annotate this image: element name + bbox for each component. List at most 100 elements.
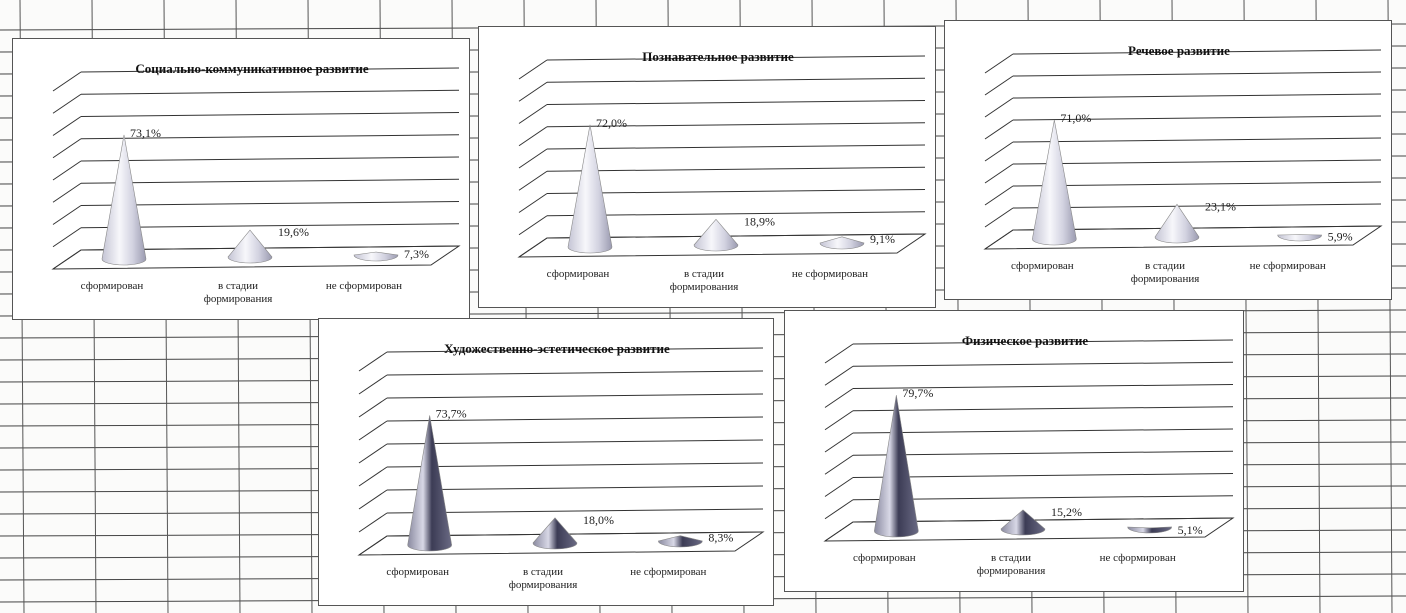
gridline bbox=[1012, 71, 1382, 77]
cone-mark bbox=[1277, 234, 1322, 242]
category-label: в стадии bbox=[523, 566, 563, 578]
chart-title: Физическое развитие bbox=[962, 333, 1089, 348]
chart-floor bbox=[983, 225, 1383, 250]
side-wall-line bbox=[518, 193, 548, 213]
category-label: формирования bbox=[670, 281, 739, 293]
category-label: в стадии bbox=[991, 552, 1031, 564]
cone-mark bbox=[819, 236, 865, 250]
category-label: не сформирован bbox=[792, 268, 868, 280]
side-wall-line bbox=[518, 81, 548, 102]
data-label: 72,0% bbox=[596, 116, 627, 130]
chart-svg-social: Социально-коммуникативное развитие 73,1% с… bbox=[51, 61, 461, 305]
gridline bbox=[1012, 115, 1382, 121]
side-wall-line bbox=[52, 227, 82, 248]
chart-svg-speech: Речевое развитие 71,0% сформирован 23,1% в с… bbox=[983, 43, 1383, 285]
side-wall-line bbox=[984, 207, 1014, 228]
side-wall-line bbox=[358, 489, 388, 510]
side-wall-line bbox=[824, 454, 854, 475]
gridline bbox=[546, 100, 926, 105]
side-wall-line bbox=[518, 126, 548, 147]
side-wall-line bbox=[518, 104, 548, 124]
side-wall-line bbox=[52, 71, 82, 92]
gridline bbox=[386, 393, 764, 399]
gridline bbox=[386, 370, 764, 376]
cone-mark bbox=[532, 517, 578, 550]
gridline bbox=[546, 144, 926, 150]
category-label: сформирован bbox=[1011, 260, 1074, 272]
side-wall-line bbox=[824, 499, 854, 520]
side-wall-line bbox=[52, 138, 82, 159]
gridline bbox=[546, 122, 926, 128]
category-label: не сформирован bbox=[1100, 552, 1176, 564]
side-wall-line bbox=[824, 343, 854, 364]
side-wall-line bbox=[824, 432, 854, 453]
chart-title: Познавательное развитие bbox=[642, 49, 794, 64]
chart-floor bbox=[51, 245, 461, 270]
data-label: 5,1% bbox=[1178, 523, 1203, 537]
gridline bbox=[80, 134, 460, 140]
gridline bbox=[386, 462, 764, 468]
gridline bbox=[546, 55, 926, 61]
gridline bbox=[546, 166, 926, 172]
data-label: 73,7% bbox=[436, 406, 467, 420]
data-label: 18,0% bbox=[583, 513, 614, 527]
chart-floor bbox=[357, 531, 765, 556]
side-wall-line bbox=[984, 53, 1014, 74]
category-label: не сформирован bbox=[630, 566, 706, 578]
gridline bbox=[852, 450, 1234, 456]
gridline bbox=[80, 112, 460, 117]
gridline bbox=[80, 67, 460, 73]
gridline bbox=[1012, 137, 1382, 143]
chart-floor bbox=[517, 233, 927, 258]
gridline bbox=[852, 428, 1234, 434]
gridline bbox=[1012, 181, 1382, 187]
side-wall-line bbox=[52, 182, 82, 203]
side-wall-line bbox=[518, 59, 548, 80]
category-label: сформирован bbox=[547, 268, 610, 280]
side-wall-line bbox=[518, 170, 548, 191]
chart-panel-social: Социально-коммуникативное развитие 73,1% с… bbox=[12, 38, 470, 320]
chart-floor bbox=[823, 517, 1235, 542]
side-wall-line bbox=[824, 477, 854, 497]
gridline bbox=[80, 156, 460, 162]
category-label: формирования bbox=[509, 579, 578, 591]
gridline bbox=[852, 361, 1234, 367]
data-label: 18,9% bbox=[744, 214, 775, 228]
data-label: 9,1% bbox=[870, 232, 895, 246]
chart-panel-physical: Физическое развитие 79,7% сформирован 15,2%… bbox=[784, 310, 1244, 592]
cone-mark bbox=[1032, 119, 1077, 246]
gridline bbox=[1012, 49, 1382, 55]
side-wall-line bbox=[358, 443, 388, 464]
category-label: формирования bbox=[977, 565, 1046, 577]
data-label: 23,1% bbox=[1205, 199, 1236, 213]
gridline bbox=[386, 485, 764, 491]
chart-title: Речевое развитие bbox=[1128, 43, 1230, 58]
data-label: 8,3% bbox=[708, 531, 733, 545]
gridline bbox=[386, 416, 764, 422]
chart-panel-artistic: Художественно-эстетическое развитие 73,7%… bbox=[318, 318, 774, 606]
chart-svg-cognitive: Познавательное развитие 72,0% сформирован 1… bbox=[517, 49, 927, 293]
gridline bbox=[1012, 93, 1382, 99]
chart-panel-cognitive: Познавательное развитие 72,0% сформирован 1… bbox=[478, 26, 936, 308]
side-wall-line bbox=[358, 397, 388, 418]
side-wall-line bbox=[824, 410, 854, 431]
gridline bbox=[80, 201, 460, 206]
side-wall-line bbox=[358, 512, 388, 533]
cone-mark bbox=[567, 124, 613, 254]
cone-mark bbox=[1127, 526, 1172, 534]
data-label: 71,0% bbox=[1060, 111, 1091, 125]
side-wall-line bbox=[824, 365, 854, 386]
gridline bbox=[80, 89, 460, 95]
side-wall-line bbox=[984, 97, 1014, 118]
category-label: сформирован bbox=[386, 566, 449, 578]
data-label: 19,6% bbox=[278, 225, 309, 239]
cone-mark bbox=[353, 251, 399, 262]
data-label: 7,3% bbox=[404, 247, 429, 261]
chart-title: Социально-коммуникативное развитие bbox=[135, 61, 368, 76]
cone-mark bbox=[1000, 509, 1046, 536]
category-label: не сформирован bbox=[1250, 260, 1326, 272]
side-wall-line bbox=[52, 93, 82, 114]
gridline bbox=[1012, 159, 1382, 165]
category-label: сформирован bbox=[81, 280, 144, 292]
gridline bbox=[546, 189, 926, 194]
